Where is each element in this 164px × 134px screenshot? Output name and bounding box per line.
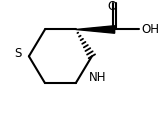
Text: S: S (14, 47, 22, 60)
Text: NH: NH (88, 71, 106, 84)
Text: OH: OH (141, 23, 159, 36)
Text: O: O (107, 0, 117, 13)
Polygon shape (76, 26, 115, 33)
